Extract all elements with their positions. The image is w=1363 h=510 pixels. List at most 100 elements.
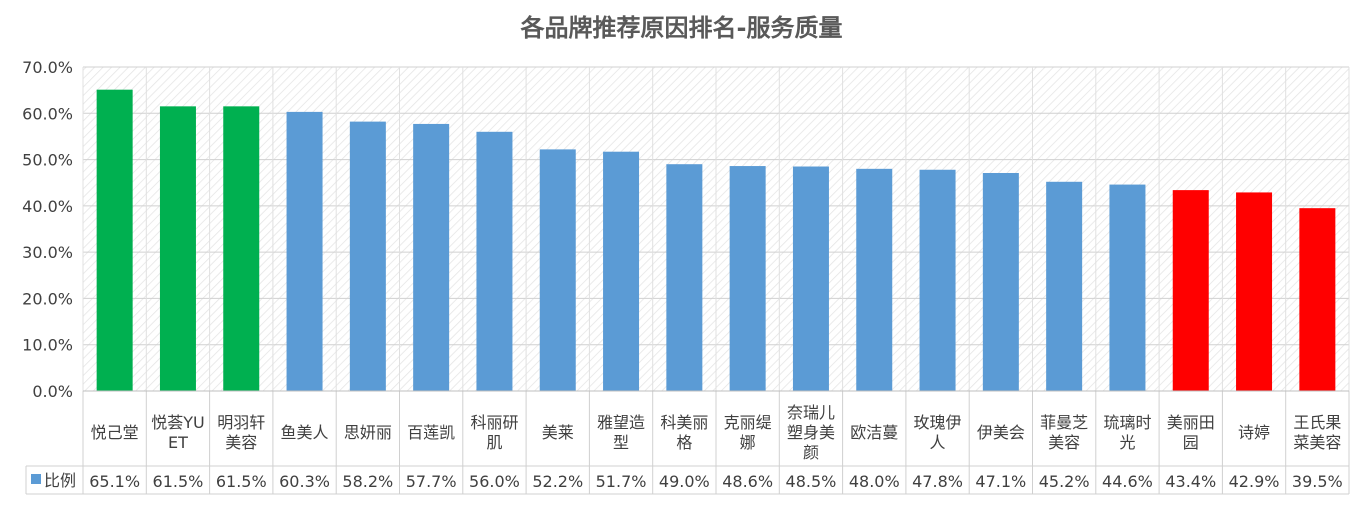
chart-title: 各品牌推荐原因排名-服务质量 xyxy=(520,14,843,42)
bar xyxy=(982,172,1019,391)
legend-key xyxy=(31,474,41,484)
category-label: 奈瑞儿塑身美颜 xyxy=(787,403,835,462)
bar xyxy=(1172,190,1209,391)
category-label-line: 百莲凯 xyxy=(407,423,455,442)
data-table-value: 43.4% xyxy=(1165,472,1216,491)
data-table-value: 65.1% xyxy=(89,472,140,491)
data-table-value: 48.5% xyxy=(786,472,837,491)
category-label: 王氏果菜美容 xyxy=(1293,413,1341,452)
category-label: 科丽研肌 xyxy=(470,413,518,452)
category-label-line: 奈瑞儿 xyxy=(787,403,835,422)
data-table-value: 51.7% xyxy=(596,472,647,491)
data-table-value: 47.1% xyxy=(975,472,1026,491)
bar xyxy=(96,89,133,392)
category-label-line: 王氏果 xyxy=(1293,413,1341,432)
category-label-line: ET xyxy=(168,433,188,452)
category-label: 诗婷 xyxy=(1238,423,1270,442)
data-table-value: 39.5% xyxy=(1292,472,1343,491)
category-label-line: 悦荟YU xyxy=(151,413,205,432)
y-tick-label: 10.0% xyxy=(22,336,73,355)
category-label: 悦己堂 xyxy=(91,423,139,442)
category-label-line: 琉璃时 xyxy=(1103,413,1151,432)
category-label: 悦荟YU ET xyxy=(151,413,205,452)
bar xyxy=(792,166,829,391)
category-label: 明羽轩美容 xyxy=(217,413,265,452)
bar xyxy=(349,121,386,392)
category-label-line: 克丽缇 xyxy=(724,413,772,432)
category-label-line: 诗婷 xyxy=(1238,423,1270,442)
y-tick-label: 70.0% xyxy=(22,58,73,77)
category-label-line: 光 xyxy=(1119,433,1135,452)
bar xyxy=(666,164,703,391)
bar xyxy=(1109,184,1146,391)
bar xyxy=(603,151,640,391)
bar xyxy=(286,111,323,391)
data-table-value: 49.0% xyxy=(659,472,710,491)
category-label-line: 菜美容 xyxy=(1293,433,1341,452)
data-table-value: 57.7% xyxy=(406,472,457,491)
category-label-line: 菲曼芝 xyxy=(1040,413,1088,432)
category-label: 百莲凯 xyxy=(407,423,455,442)
data-table-value: 47.8% xyxy=(912,472,963,491)
y-tick-label: 20.0% xyxy=(22,289,73,308)
bar xyxy=(1299,208,1336,391)
bar xyxy=(919,169,956,391)
category-label-line: 肌 xyxy=(486,433,502,452)
bar xyxy=(413,123,450,391)
data-table-value: 48.0% xyxy=(849,472,900,491)
y-tick-label: 0.0% xyxy=(32,382,73,401)
category-label: 美莱 xyxy=(542,423,574,442)
category-label-line: 玫瑰伊 xyxy=(914,413,962,432)
data-table-value: 61.5% xyxy=(153,472,204,491)
category-label-line: 欧洁蔓 xyxy=(850,423,898,442)
bar xyxy=(729,166,766,391)
bar xyxy=(159,106,196,391)
category-label-line: 型 xyxy=(613,433,629,452)
category-label: 科美丽格 xyxy=(660,413,708,452)
y-tick-label: 40.0% xyxy=(22,197,73,216)
data-table-value: 48.6% xyxy=(722,472,773,491)
y-tick-label: 50.0% xyxy=(22,151,73,170)
category-label-line: 明羽轩 xyxy=(217,413,265,432)
category-label-line: 思妍丽 xyxy=(344,423,392,442)
category-label: 美丽田园 xyxy=(1167,413,1215,452)
category-label: 琉璃时光 xyxy=(1103,413,1151,452)
bar xyxy=(476,131,513,392)
bar xyxy=(856,168,893,391)
category-label-line: 悦己堂 xyxy=(91,423,139,442)
data-table-value: 58.2% xyxy=(342,472,393,491)
category-label-line: 美容 xyxy=(225,433,257,452)
data-table-value: 60.3% xyxy=(279,472,330,491)
category-label: 思妍丽 xyxy=(344,423,392,442)
category-label: 克丽缇娜 xyxy=(724,413,772,452)
bar xyxy=(1046,181,1083,391)
data-table-value: 56.0% xyxy=(469,472,520,491)
bar xyxy=(223,106,260,391)
data-table-value: 61.5% xyxy=(216,472,267,491)
category-label-line: 美容 xyxy=(1048,433,1080,452)
category-label-line: 美莱 xyxy=(542,423,574,442)
category-label-line: 雅望造 xyxy=(597,413,645,432)
data-table-value: 44.6% xyxy=(1102,472,1153,491)
category-label-line: 伊美会 xyxy=(977,423,1025,442)
category-label-line: 科丽研 xyxy=(470,413,518,432)
legend-series-name: 比例 xyxy=(44,471,76,490)
category-label-line: 格 xyxy=(676,433,692,452)
category-label: 欧洁蔓 xyxy=(850,423,898,442)
category-label: 鱼美人 xyxy=(281,423,329,442)
category-label: 伊美会 xyxy=(977,423,1025,442)
category-label-line: 人 xyxy=(930,433,946,452)
category-label-line: 鱼美人 xyxy=(281,423,329,442)
category-label-line: 颜 xyxy=(803,443,819,462)
category-label-line: 科美丽 xyxy=(660,413,708,432)
y-tick-label: 60.0% xyxy=(22,104,73,123)
bar xyxy=(539,149,576,391)
data-table-value: 45.2% xyxy=(1039,472,1090,491)
category-label: 玫瑰伊人 xyxy=(914,413,962,452)
category-label: 菲曼芝美容 xyxy=(1040,413,1088,452)
category-label-line: 娜 xyxy=(740,433,756,452)
category-label-line: 美丽田 xyxy=(1167,413,1215,432)
y-tick-label: 30.0% xyxy=(22,243,73,262)
category-label-line: 塑身美 xyxy=(787,423,835,442)
